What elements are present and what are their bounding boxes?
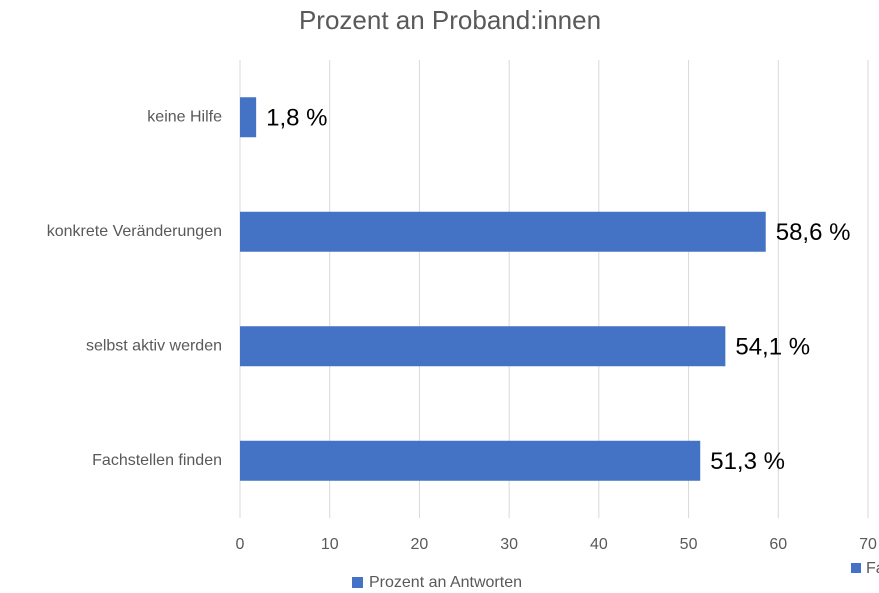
x-tick-label: 70	[859, 536, 877, 553]
data-label: 54,1 %	[735, 334, 810, 361]
x-tick-label: 10	[321, 536, 339, 553]
y-tick-label: Fachstellen finden	[92, 452, 222, 469]
data-label: 58,6 %	[776, 219, 851, 246]
bar	[240, 326, 726, 367]
bar	[240, 440, 701, 481]
x-tick-label: 0	[236, 536, 245, 553]
x-tick-label: 30	[500, 536, 518, 553]
y-tick-label: konkrete Veränderungen	[47, 223, 222, 240]
chart-title: Prozent an Proband:innen	[299, 5, 601, 35]
legend-label: Fa	[866, 560, 879, 577]
y-tick-label: keine Hilfe	[147, 108, 222, 125]
x-tick-label: 50	[680, 536, 698, 553]
data-label: 1,8 %	[266, 105, 327, 132]
x-tick-label: 20	[411, 536, 429, 553]
y-tick-label: selbst aktiv werden	[86, 337, 222, 354]
bar	[240, 97, 257, 138]
x-tick-label: 60	[769, 536, 787, 553]
x-tick-label: 40	[590, 536, 608, 553]
bar	[240, 211, 766, 252]
legend-swatch	[851, 563, 861, 573]
data-label: 51,3 %	[710, 448, 785, 475]
legend-label: Prozent an Antworten	[369, 574, 522, 591]
legend-swatch	[352, 577, 363, 588]
